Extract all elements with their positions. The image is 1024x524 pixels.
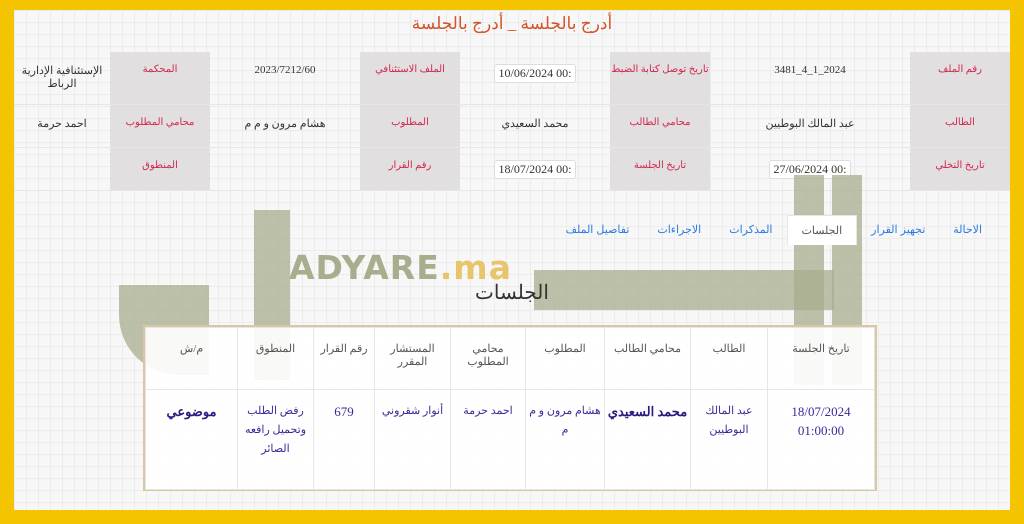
appeal-file-label: الملف الاستئنافي (360, 52, 460, 105)
defendant-value: هشام مرون و م م (210, 104, 360, 148)
withdrawal-date-value[interactable]: 27/06/2024 00: (769, 159, 851, 179)
decision-number-value (210, 147, 360, 191)
court-label: المحكمة (110, 52, 210, 105)
header-decision-number: رقم القرار (313, 327, 375, 390)
cell-ruling: رفض الطلب وتحميل رافعه الصائر (237, 389, 314, 490)
applicant-lawyer-label: محامي الطالب (610, 104, 710, 148)
file-info-table: الإستئنافية الإدارية الرباط المحكمة 2023… (14, 52, 1010, 191)
cell-decision-number: 679 (313, 389, 375, 490)
header-defendant: المطلوب (525, 327, 605, 390)
court-value: الإستئنافية الإدارية الرباط (14, 52, 110, 105)
table-header-row: تاريخ الجلسة الطالب محامي الطالب المطلوب… (145, 327, 875, 390)
watermark-logo: ADYARE.ma (289, 248, 512, 287)
cell-type: موضوعي (145, 389, 238, 490)
header-session-date: تاريخ الجلسة (767, 327, 875, 390)
decision-number-label: رقم القرار (360, 147, 460, 191)
page-title: أدرج بالجلسة _ أدرج بالجلسة (411, 14, 613, 33)
cell-applicant-lawyer: محمد السعيدي (604, 389, 691, 490)
header-defendant-lawyer: محامي المطلوب (450, 327, 526, 390)
defendant-lawyer-label: محامي المطلوب (110, 104, 210, 148)
tab-sessions[interactable]: الجلسات (786, 215, 858, 245)
tab-bar: تفاصيل الملف الاجراءات المذكرات الجلسات … (552, 215, 996, 245)
withdrawal-date-label: تاريخ التخلي (910, 147, 1010, 191)
ruling-label: المنطوق (110, 147, 210, 191)
applicant-value: عبد المالك البوطيين (710, 104, 910, 148)
cell-applicant: عبد المالك البوطيين (690, 389, 768, 490)
tab-decision-prep[interactable]: تجهيز القرار (871, 224, 926, 236)
receipt-date-label: تاريخ توصل كتابة الضبط (610, 52, 710, 105)
defendant-label: المطلوب (360, 104, 460, 148)
file-number-label: رقم الملف (910, 52, 1010, 105)
table-row: 18/07/2024 01:00:00 عبد المالك البوطيين … (145, 389, 875, 490)
receipt-date-value[interactable]: 10/06/2024 00: (494, 64, 576, 83)
sessions-table: تاريخ الجلسة الطالب محامي الطالب المطلوب… (143, 325, 877, 491)
ruling-value (14, 147, 110, 191)
tab-memos[interactable]: المذكرات (729, 224, 773, 236)
applicant-label: الطالب (910, 104, 1010, 148)
section-heading: الجلسات (475, 282, 549, 304)
watermark-shape (534, 270, 834, 310)
tab-file-details[interactable]: تفاصيل الملف (565, 224, 630, 236)
file-number-value: 3481_4_1_2024 (710, 52, 910, 105)
tab-procedures[interactable]: الاجراءات (657, 224, 702, 236)
header-ruling: المنطوق (237, 327, 314, 390)
page: أدرج بالجلسة _ أدرج بالجلسة الإستئنافية … (14, 10, 1010, 510)
appeal-file-value: 2023/7212/60 (210, 52, 360, 105)
header-counsellor: المستشار المقرر (374, 327, 451, 390)
defendant-lawyer-value: احمد حرمة (14, 104, 110, 148)
cell-session-date: 18/07/2024 01:00:00 (767, 389, 875, 490)
tab-referral[interactable]: الاحالة (953, 224, 982, 236)
header-type: م/ش (145, 327, 238, 390)
cell-counsellor: أنوار شقروني (374, 389, 451, 490)
header-applicant: الطالب (690, 327, 768, 390)
cell-defendant-lawyer: احمد حرمة (450, 389, 526, 490)
session-date-value[interactable]: 18/07/2024 00: (494, 159, 576, 179)
session-date-label: تاريخ الجلسة (610, 147, 710, 191)
header-applicant-lawyer: محامي الطالب (604, 327, 691, 390)
cell-defendant: هشام مرون و م م (525, 389, 605, 490)
applicant-lawyer-value: محمد السعيدي (460, 104, 610, 148)
